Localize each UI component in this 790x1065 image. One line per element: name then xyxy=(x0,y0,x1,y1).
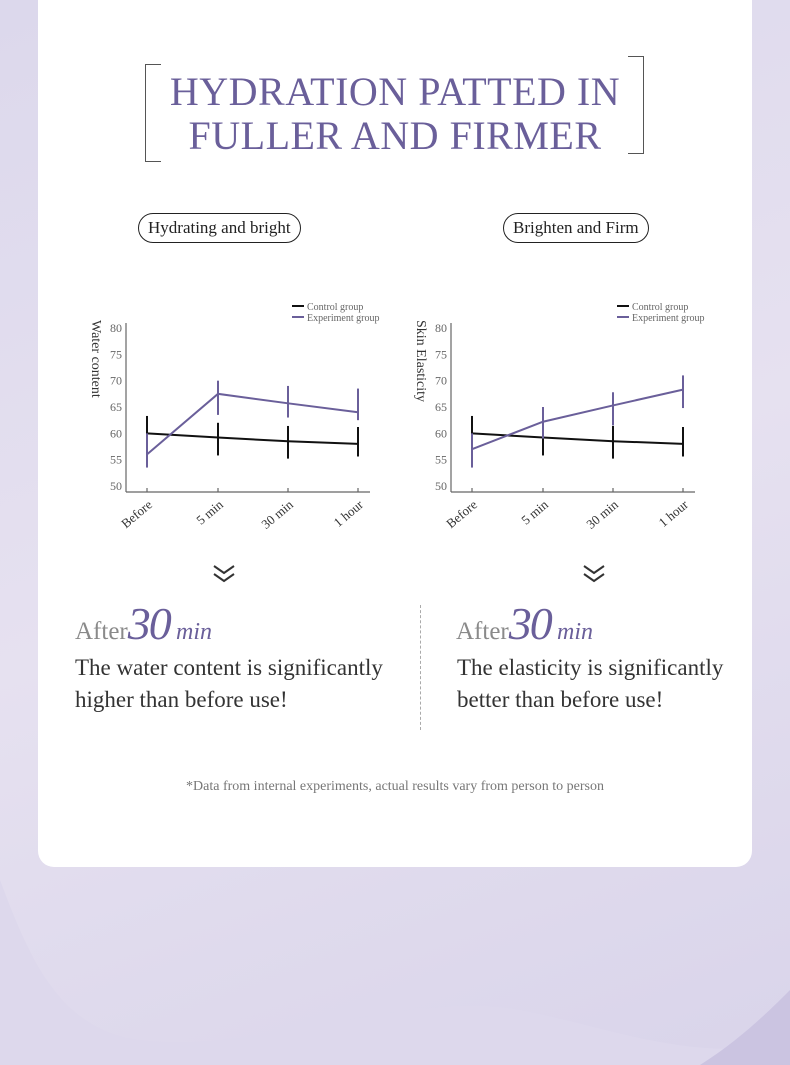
y-tick-label: 70 xyxy=(110,374,122,388)
x-tick-label: Before xyxy=(443,497,480,531)
page-title: HYDRATION PATTED IN FULLER AND FIRMER xyxy=(0,70,790,158)
water-content-chart: 50 55 60 65 70 75 80 Water content Before 5 min 30… xyxy=(88,302,379,532)
x-tick-label: 5 min xyxy=(518,496,551,527)
legend-label: Experiment group xyxy=(307,313,379,324)
y-tick-label: 60 xyxy=(110,426,122,440)
y-tick-label: 80 xyxy=(110,321,122,335)
y-axis-label: Skin Elasticity xyxy=(413,320,428,402)
elasticity-chart: 50 55 60 65 70 75 80 Skin Elasticity Before 5 min… xyxy=(413,302,704,532)
minutes-number: 30 xyxy=(127,598,172,649)
legend-label: Control group xyxy=(307,302,363,313)
series-line-experiment xyxy=(471,388,684,451)
title-bracket-right xyxy=(628,56,644,154)
series-line-control xyxy=(146,432,359,445)
y-tick-label: 55 xyxy=(110,453,122,467)
chevron-down-icon xyxy=(583,565,605,583)
x-tick-label: Before xyxy=(118,497,155,531)
divider xyxy=(420,605,421,730)
y-axis-label: Water content xyxy=(88,320,103,398)
legend-label: Experiment group xyxy=(632,313,704,324)
y-tick-label: 55 xyxy=(435,453,447,467)
x-tick-label: 1 hour xyxy=(331,496,367,530)
x-tick-label: 5 min xyxy=(193,496,226,527)
result-description-left: The water content is significantly highe… xyxy=(75,655,383,712)
pill-hydrating: Hydrating and bright xyxy=(138,213,301,243)
legend-label: Control group xyxy=(632,302,688,313)
pill-brighten: Brighten and Firm xyxy=(503,213,649,243)
after-30-min-left: After30 min xyxy=(75,597,212,650)
y-tick-label: 70 xyxy=(435,374,447,388)
title-bracket-left xyxy=(145,64,161,162)
y-tick-label: 75 xyxy=(435,347,447,361)
y-tick-label: 65 xyxy=(110,400,122,414)
y-tick-label: 50 xyxy=(110,479,122,493)
title-line-2: FULLER AND FIRMER xyxy=(188,113,602,158)
y-tick-label: 80 xyxy=(435,321,447,335)
minutes-number: 30 xyxy=(508,598,553,649)
x-tick-label: 1 hour xyxy=(656,496,692,530)
title-line-1: HYDRATION PATTED IN xyxy=(169,69,621,114)
minutes-unit: min xyxy=(557,619,593,645)
series-line-experiment xyxy=(146,392,359,456)
chevron-down-icon xyxy=(213,565,235,583)
result-description-right: The elasticity is significantly better t… xyxy=(457,655,724,712)
after-label: After xyxy=(456,618,509,645)
y-tick-label: 65 xyxy=(435,400,447,414)
after-30-min-right: After30 min xyxy=(456,597,593,650)
x-tick-label: 30 min xyxy=(583,496,621,531)
x-tick-label: 30 min xyxy=(258,496,296,531)
y-tick-label: 60 xyxy=(435,426,447,440)
after-label: After xyxy=(75,618,128,645)
series-line-control xyxy=(471,432,684,445)
footnote: *Data from internal experiments, actual … xyxy=(186,779,604,794)
y-tick-label: 75 xyxy=(110,347,122,361)
minutes-unit: min xyxy=(176,619,212,645)
y-tick-label: 50 xyxy=(435,479,447,493)
